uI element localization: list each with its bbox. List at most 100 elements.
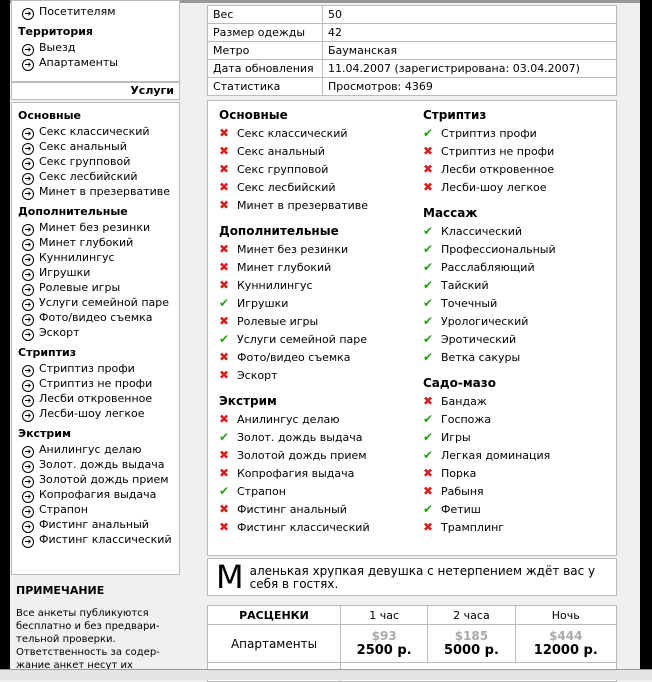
info-label: Размер одежды <box>207 23 323 42</box>
service-item: ✖ Порка <box>423 464 556 482</box>
cross-icon: ✖ <box>219 126 230 140</box>
sidebar-item[interactable]: ➔ Секс лесбийский <box>12 169 179 185</box>
sidebar-item[interactable]: ➔ Золот. дождь выдача <box>12 457 179 473</box>
sidebar-item-label: Страпон <box>39 503 88 516</box>
service-item: ✔ Фетиш <box>423 500 556 518</box>
service-name: Точечный <box>441 297 498 310</box>
sidebar-item-label: Стриптиз профи <box>39 362 135 375</box>
service-item: ✖ Лесби-шоу легкое <box>423 178 556 196</box>
service-name: Секс лесбийский <box>237 181 336 194</box>
sidebar-item[interactable]: ➔ Услуги семейной паре <box>12 295 179 311</box>
sidebar-item[interactable]: ➔ Стриптиз не профи <box>12 376 179 392</box>
price-rub: 12000 р. <box>533 643 598 658</box>
service-item: ✖ Минет в презервативе <box>219 196 370 214</box>
arrow-circle-icon: ➔ <box>22 143 34 155</box>
info-label: Метро <box>207 41 323 60</box>
sidebar-item-label: Куннилингус <box>39 251 115 264</box>
arrow-circle-icon: ➔ <box>22 395 34 407</box>
service-name: Минет в презервативе <box>237 199 369 212</box>
services-right-column: Стриптиз ✔ Стриптиз профи ✖ Стриптиз не проф… <box>423 106 556 536</box>
sidebar-item[interactable]: ➔ Секс групповой <box>12 154 179 170</box>
cross-icon: ✖ <box>219 520 230 534</box>
sidebar-item[interactable]: ➔ Секс классический <box>12 124 179 140</box>
service-item: ✖ Эскорт <box>219 366 370 384</box>
arrow-circle-icon: ➔ <box>22 299 34 311</box>
info-label: Дата обновления <box>207 59 323 78</box>
sidebar-item-visitors[interactable]: ➔ Посетителям <box>12 4 179 20</box>
sidebar-item[interactable]: ➔ Апартаменты <box>12 55 179 71</box>
service-name: Секс групповой <box>237 163 329 176</box>
sidebar-item[interactable]: ➔ Фистинг анальный <box>12 517 179 533</box>
sidebar-item[interactable]: ➔ Ролевые игры <box>12 280 179 296</box>
window-top-border <box>0 0 652 3</box>
arrow-circle-icon: ➔ <box>22 365 34 377</box>
right-scrollbar-area <box>640 0 652 680</box>
cross-icon: ✖ <box>219 314 230 328</box>
info-row: Метро Бауманская <box>207 41 617 60</box>
service-item: ✔ Легкая доминация <box>423 446 556 464</box>
sidebar-item[interactable]: ➔ Анилингус делаю <box>12 442 179 458</box>
sidebar-item[interactable]: ➔ Фистинг классический <box>12 532 179 548</box>
service-name: Эскорт <box>237 369 278 382</box>
price-cell: $185 5000 р. <box>427 624 516 663</box>
cross-icon: ✖ <box>219 242 230 256</box>
info-row: Статистика Просмотров: 4369 <box>207 77 617 96</box>
check-icon: ✔ <box>423 278 434 292</box>
check-icon: ✔ <box>219 484 230 498</box>
service-item: ✖ Фото/видео съемка <box>219 348 370 366</box>
sidebar-item[interactable]: ➔ Фото/видео съемка <box>12 310 179 326</box>
service-item: ✔ Точечный <box>423 294 556 312</box>
sidebar-item[interactable]: ➔ Лесби-шоу легкое <box>12 406 179 422</box>
service-item: ✖ Фистинг классический <box>219 518 370 536</box>
service-name: Минет глубокий <box>237 261 332 274</box>
price-header: 2 часа <box>427 605 516 625</box>
price-cell: $444 12000 р. <box>514 624 618 663</box>
sidebar-item-label: Копрофагия выдача <box>39 488 157 501</box>
sidebar-item[interactable]: ➔ Стриптиз профи <box>12 361 179 377</box>
sidebar-item[interactable]: ➔ Страпон <box>12 502 179 518</box>
price-header: 1 час <box>339 605 429 625</box>
service-item: ✖ Золотой дождь прием <box>219 446 370 464</box>
sidebar-item[interactable]: ➔ Лесби откровенное <box>12 391 179 407</box>
arrow-circle-icon: ➔ <box>22 410 34 422</box>
service-item: ✔ Стриптиз профи <box>423 124 556 142</box>
sidebar-item-label: Фистинг классический <box>39 533 172 546</box>
sidebar-item-label: Золотой дождь прием <box>39 473 169 486</box>
sidebar-item[interactable]: ➔ Копрофагия выдача <box>12 487 179 503</box>
arrow-circle-icon: ➔ <box>22 314 34 326</box>
arrow-circle-icon: ➔ <box>22 269 34 281</box>
sidebar-item[interactable]: ➔ Куннилингус <box>12 250 179 266</box>
check-icon: ✔ <box>423 502 434 516</box>
arrow-circle-icon: ➔ <box>22 506 34 518</box>
service-group-title: Основные <box>219 108 288 122</box>
sidebar-item[interactable]: ➔ Золотой дождь прием <box>12 472 179 488</box>
sidebar-heading: Дополнительные <box>18 205 128 218</box>
sidebar-item-label: Игрушки <box>39 266 91 279</box>
service-name: Ролевые игры <box>237 315 319 328</box>
sidebar-item[interactable]: ➔ Минет в презервативе <box>12 184 179 200</box>
horizontal-scrollbar[interactable] <box>0 669 652 680</box>
check-icon: ✔ <box>423 412 434 426</box>
sidebar-item[interactable]: ➔ Выезд <box>12 40 179 56</box>
arrow-circle-icon: ➔ <box>22 446 34 458</box>
service-item: ✖ Секс анальный <box>219 142 370 160</box>
services-left-column: Основные ✖ Секс классический ✖ Секс анальный… <box>219 106 370 536</box>
sidebar-item[interactable]: ➔ Минет без резинки <box>12 220 179 236</box>
sidebar-item[interactable]: ➔ Игрушки <box>12 265 179 281</box>
sidebar-item-label: Золот. дождь выдача <box>39 458 165 471</box>
sidebar-item-label: Лесби-шоу легкое <box>39 407 145 420</box>
service-name: Ветка сакуры <box>441 351 521 364</box>
service-name: Золотой дождь прием <box>237 449 367 462</box>
check-icon: ✔ <box>423 448 434 462</box>
check-icon: ✔ <box>423 430 434 444</box>
service-item: ✔ Ветка сакуры <box>423 348 556 366</box>
service-item: ✔ Игры <box>423 428 556 446</box>
sidebar-item[interactable]: ➔ Секс анальный <box>12 139 179 155</box>
service-name: Стриптиз не профи <box>441 145 555 158</box>
info-value: 42 <box>322 23 617 42</box>
arrow-circle-icon: ➔ <box>22 476 34 488</box>
service-group-title: Садо-мазо <box>423 376 496 390</box>
sidebar-item[interactable]: ➔ Эскорт <box>12 325 179 341</box>
arrow-circle-icon: ➔ <box>22 284 34 296</box>
sidebar-item[interactable]: ➔ Минет глубокий <box>12 235 179 251</box>
